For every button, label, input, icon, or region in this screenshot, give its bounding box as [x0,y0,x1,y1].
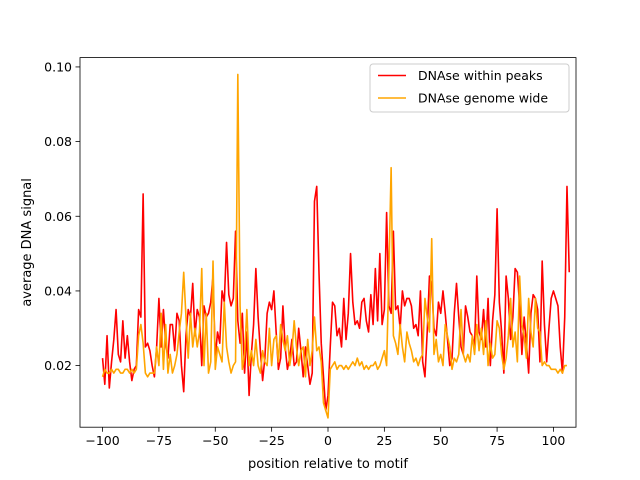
series-layer [101,73,571,419]
y-tick-label: 0.04 [44,283,72,298]
legend-label-genome-wide: DNAse genome wide [418,91,548,106]
x-axis-label: position relative to motif [248,457,408,472]
x-tick-label: 0 [324,433,332,448]
y-axis-ticks: 0.02 0.04 0.06 0.08 0.10 [44,59,80,373]
x-axis-ticks: −100 −75 −50 −25 0 25 50 75 100 [85,427,565,448]
y-tick-label: 0.02 [44,358,72,373]
x-tick-label: 50 [433,433,449,448]
legend: DNAse within peaks DNAse genome wide [369,63,570,113]
x-tick-label: −75 [146,433,172,448]
x-tick-label: 75 [489,433,505,448]
y-tick-label: 0.06 [44,209,72,224]
y-axis-label: average DNA signal [20,178,35,307]
y-tick-label: 0.10 [44,59,72,74]
x-tick-label: 25 [376,433,392,448]
x-tick-label: −25 [258,433,284,448]
legend-label-within-peaks: DNAse within peaks [418,68,543,83]
x-tick-label: 100 [542,433,566,448]
x-tick-label: −100 [85,433,119,448]
legend-box [369,63,570,113]
x-tick-label: −50 [202,433,228,448]
series-line-0 [101,185,571,412]
series-line-1 [101,73,567,419]
y-tick-label: 0.08 [44,134,72,149]
